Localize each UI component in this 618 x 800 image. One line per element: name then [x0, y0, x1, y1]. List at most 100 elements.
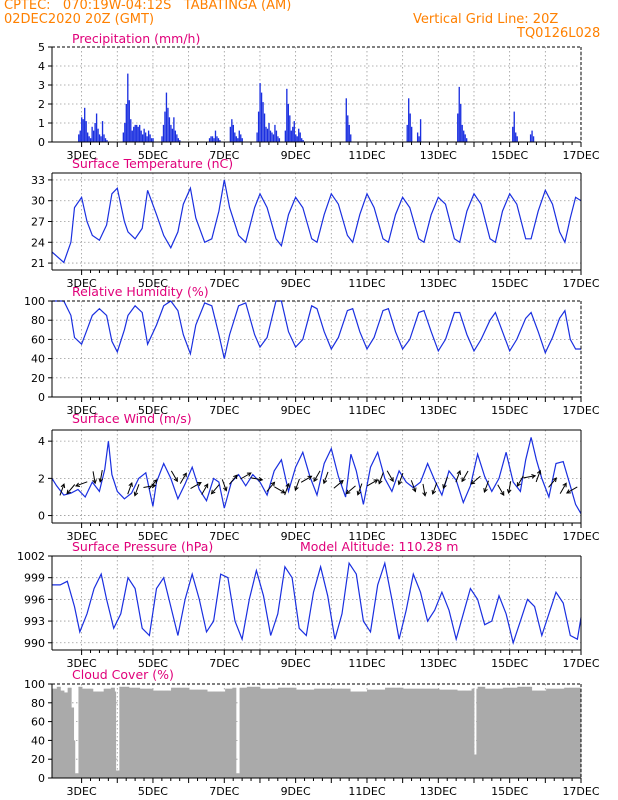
- cloud-bar: [359, 691, 362, 778]
- cloud-bar: [196, 689, 198, 778]
- cloud-bar: [262, 688, 264, 778]
- wind-arrow-head: [152, 479, 158, 484]
- cloud-bar: [477, 686, 480, 778]
- wind-arrow-shaft: [461, 470, 469, 482]
- wind-arrow-head: [506, 489, 512, 495]
- cloud-bar: [482, 686, 485, 778]
- cloud-bar: [322, 688, 325, 778]
- cloud-bar: [90, 688, 93, 778]
- cloud-bar: [77, 773, 79, 778]
- cloud-bar: [217, 691, 220, 778]
- precip-bar: [217, 138, 220, 142]
- cloud-bar: [428, 688, 430, 778]
- header-location: CPTEC: 070:19W-04:12S TABATINGA (AM): [4, 0, 292, 13]
- cloud-bar: [392, 687, 394, 778]
- cloud-cover-ytick-label: 100: [24, 678, 45, 691]
- cloud-bar: [562, 688, 565, 778]
- humidity-xtick-label: 7DEC: [209, 404, 239, 417]
- cloud-bar: [522, 686, 524, 778]
- precipitation-xtick-label: 7DEC: [209, 149, 239, 162]
- cloud-bar: [214, 691, 216, 778]
- cloud-bar: [510, 687, 512, 778]
- cloud-bar: [446, 689, 448, 778]
- cloud-cover-xtick-label: 17DEC: [562, 785, 599, 798]
- wind-arrow-head: [412, 487, 417, 493]
- cloud-bar: [317, 688, 320, 778]
- precip-bar: [463, 130, 465, 142]
- wind-arrow-shaft: [378, 472, 384, 484]
- wind-arrow-shaft: [274, 486, 286, 494]
- cloud-bar: [332, 688, 334, 778]
- cloud-bar: [434, 688, 436, 778]
- cloud-bar: [321, 688, 323, 778]
- cloud-bar: [499, 688, 501, 778]
- precip-bar: [139, 124, 141, 142]
- cloud-bar: [244, 687, 246, 778]
- cloud-bar: [370, 689, 373, 778]
- precip-bar: [260, 92, 263, 142]
- wind-arrow-shaft: [548, 477, 557, 488]
- cloud-bar: [132, 687, 135, 778]
- precip-bar: [419, 119, 422, 142]
- cloud-bar: [552, 688, 554, 778]
- cloud-bar: [281, 687, 284, 778]
- humidity-ytick-label: 40: [31, 353, 45, 366]
- cloud-bar: [365, 691, 368, 778]
- cloud-bar: [189, 689, 191, 778]
- cloud-bar: [554, 688, 557, 778]
- precipitation-ytick-label: 4: [38, 60, 45, 73]
- cloud-bar: [559, 688, 561, 778]
- cloud-bar: [463, 690, 465, 778]
- cloud-bar: [476, 688, 479, 778]
- cloud-bar: [249, 686, 251, 778]
- cloud-bar: [284, 687, 286, 778]
- precipitation-xtick-label: 13DEC: [420, 149, 457, 162]
- precip-bar: [208, 138, 211, 142]
- temperature-ytick-label: 30: [31, 195, 45, 208]
- cloud-bar: [155, 690, 157, 778]
- cloud-bar: [387, 687, 390, 778]
- cloud-bar: [391, 687, 393, 778]
- cloud-bar: [195, 689, 197, 778]
- cloud-bar: [304, 689, 307, 778]
- cloud-bar: [455, 689, 458, 778]
- temperature-xtick-label: 7DEC: [209, 277, 239, 290]
- pressure-ytick-label: 1002: [17, 550, 45, 563]
- cloud-bar: [556, 688, 559, 778]
- precip-bar: [411, 126, 413, 142]
- cloud-bar: [221, 691, 224, 778]
- cloud-bar: [134, 687, 137, 778]
- cloud-bar: [519, 686, 522, 778]
- cloud-bar: [535, 690, 537, 778]
- precip-bar: [235, 136, 237, 142]
- cloud-bar: [231, 688, 233, 778]
- cloud-bar: [473, 754, 476, 778]
- cloud-bar: [306, 689, 309, 778]
- wind-arrow-head: [356, 490, 362, 496]
- wind-xtick-label: 9DEC: [281, 530, 311, 543]
- temperature-ytick-label: 21: [31, 257, 45, 270]
- wind-arrow-head: [322, 479, 328, 485]
- cloud-bar: [305, 689, 308, 778]
- precip-bar: [146, 136, 148, 142]
- temperature-xtick-label: 15DEC: [491, 277, 528, 290]
- wind-arrow-shaft: [221, 479, 227, 491]
- wind-arrow-shaft: [357, 483, 363, 495]
- temperature-ytick-label: 27: [31, 216, 45, 229]
- precip-bar: [214, 130, 217, 142]
- cloud-bar: [222, 691, 225, 778]
- cloud-bar: [568, 687, 571, 778]
- precip-bar: [216, 136, 218, 142]
- cloud-bar: [299, 689, 302, 778]
- cloud-bar: [412, 688, 415, 778]
- cloud-bar: [475, 754, 477, 778]
- cloud-bar: [315, 688, 317, 778]
- precip-bar: [259, 83, 261, 142]
- cloud-bar: [511, 687, 513, 778]
- wind-arrow-shaft: [483, 480, 489, 493]
- pressure-ytick-label: 996: [24, 593, 45, 606]
- wind-arrow-shaft: [170, 470, 178, 482]
- cloud-bar: [91, 688, 94, 778]
- wind-arrow-shaft: [386, 470, 394, 482]
